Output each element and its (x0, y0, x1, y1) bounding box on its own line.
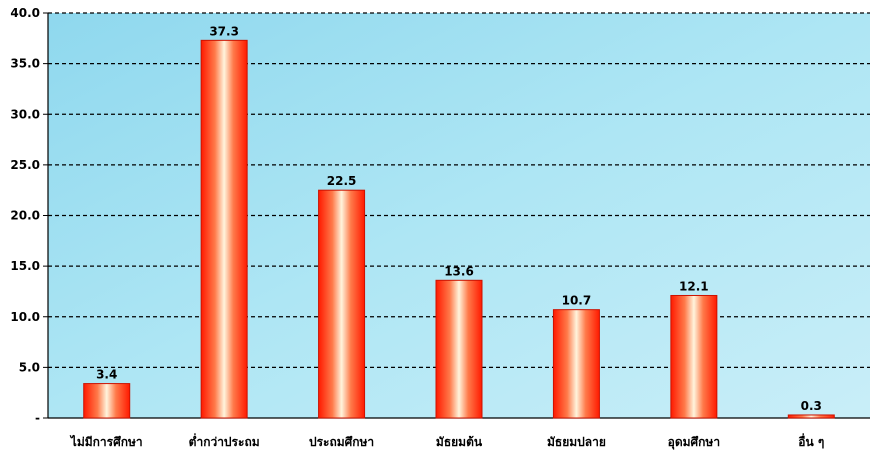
data-label: 10.7 (562, 294, 592, 308)
x-tick-label: มัธยมปลาย (547, 435, 606, 449)
data-label: 22.5 (327, 174, 357, 188)
bar-1 (83, 383, 131, 419)
x-tick-label: อุดมศึกษา (668, 435, 720, 450)
data-label: 3.4 (96, 368, 117, 382)
y-tick-label: 5.0 (19, 360, 40, 374)
y-tick-label: 20.0 (10, 209, 40, 223)
bar-5 (552, 309, 600, 419)
bar-3 (318, 189, 366, 419)
bar-2 (200, 39, 248, 419)
y-tick-label: 35.0 (10, 57, 40, 71)
x-tick-label: ประถมศึกษา (309, 435, 374, 449)
x-tick-label: ต่ำกว่าประถม (189, 433, 260, 449)
data-label: 12.1 (679, 279, 709, 293)
x-tick-label: มัธยมต้น (436, 435, 483, 449)
data-label: 0.3 (801, 399, 822, 413)
bar-4 (435, 279, 483, 419)
y-tick-label: 40.0 (10, 6, 40, 20)
x-tick-label: ไม่มีการศึกษา (69, 434, 143, 449)
y-tick-label: 10.0 (10, 310, 40, 324)
y-tick-label: 15.0 (10, 259, 40, 273)
data-label: 13.6 (444, 264, 474, 278)
data-label: 37.3 (209, 24, 239, 38)
y-tick-label: 25.0 (10, 158, 40, 172)
bar-7 (787, 414, 835, 419)
bar-6 (670, 294, 718, 419)
y-tick-label: 30.0 (10, 107, 40, 121)
x-tick-label: อื่น ๆ (798, 433, 824, 449)
y-tick-label: - (35, 411, 40, 425)
